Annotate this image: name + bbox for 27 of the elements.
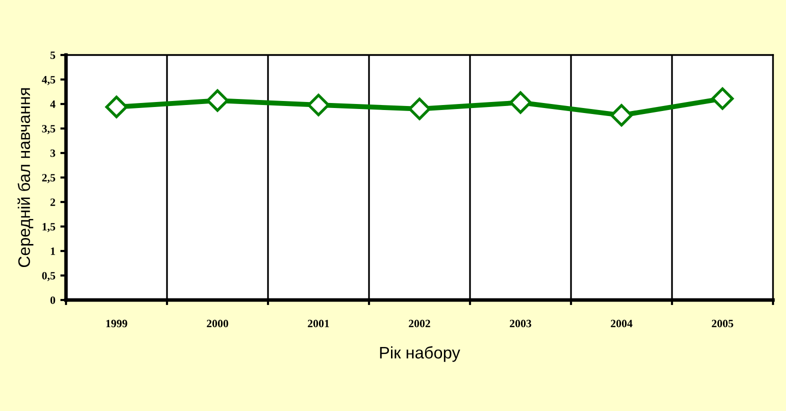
x-tick-label: 2005 (712, 320, 734, 328)
y-tick-label: 4 (50, 100, 56, 108)
y-tick-label: 2 (50, 198, 56, 206)
y-tick-label: 5 (50, 52, 56, 59)
x-axis-title: Рік набору (380, 346, 460, 362)
y-tick-label: 1 (50, 248, 56, 255)
y-tick-label: 4,5 (42, 76, 56, 86)
x-tick-label: 2004 (610, 320, 632, 328)
y-tick-label: 0 (50, 296, 56, 304)
point (206, 89, 229, 112)
y-tick-label: 3,5 (42, 124, 56, 134)
y-axis-title: Середній бал навчання (18, 88, 34, 268)
y-tick-label: 3 (50, 149, 56, 157)
y-tick-label: 0,5 (42, 272, 56, 282)
x-tick-label: 2000 (206, 320, 228, 328)
x-tick-label: 1999 (106, 320, 128, 328)
x-tick-label: 2001 (308, 320, 330, 328)
point (509, 91, 532, 114)
x-tick-label: 2003 (510, 320, 532, 328)
point (105, 96, 128, 118)
point (610, 104, 633, 126)
point (307, 94, 330, 116)
point (408, 98, 431, 120)
x-tick-label: 2002 (408, 320, 430, 328)
y-tick-label: 1,5 (42, 223, 56, 232)
y-tick-label: 2,5 (42, 174, 56, 184)
point (711, 87, 734, 110)
